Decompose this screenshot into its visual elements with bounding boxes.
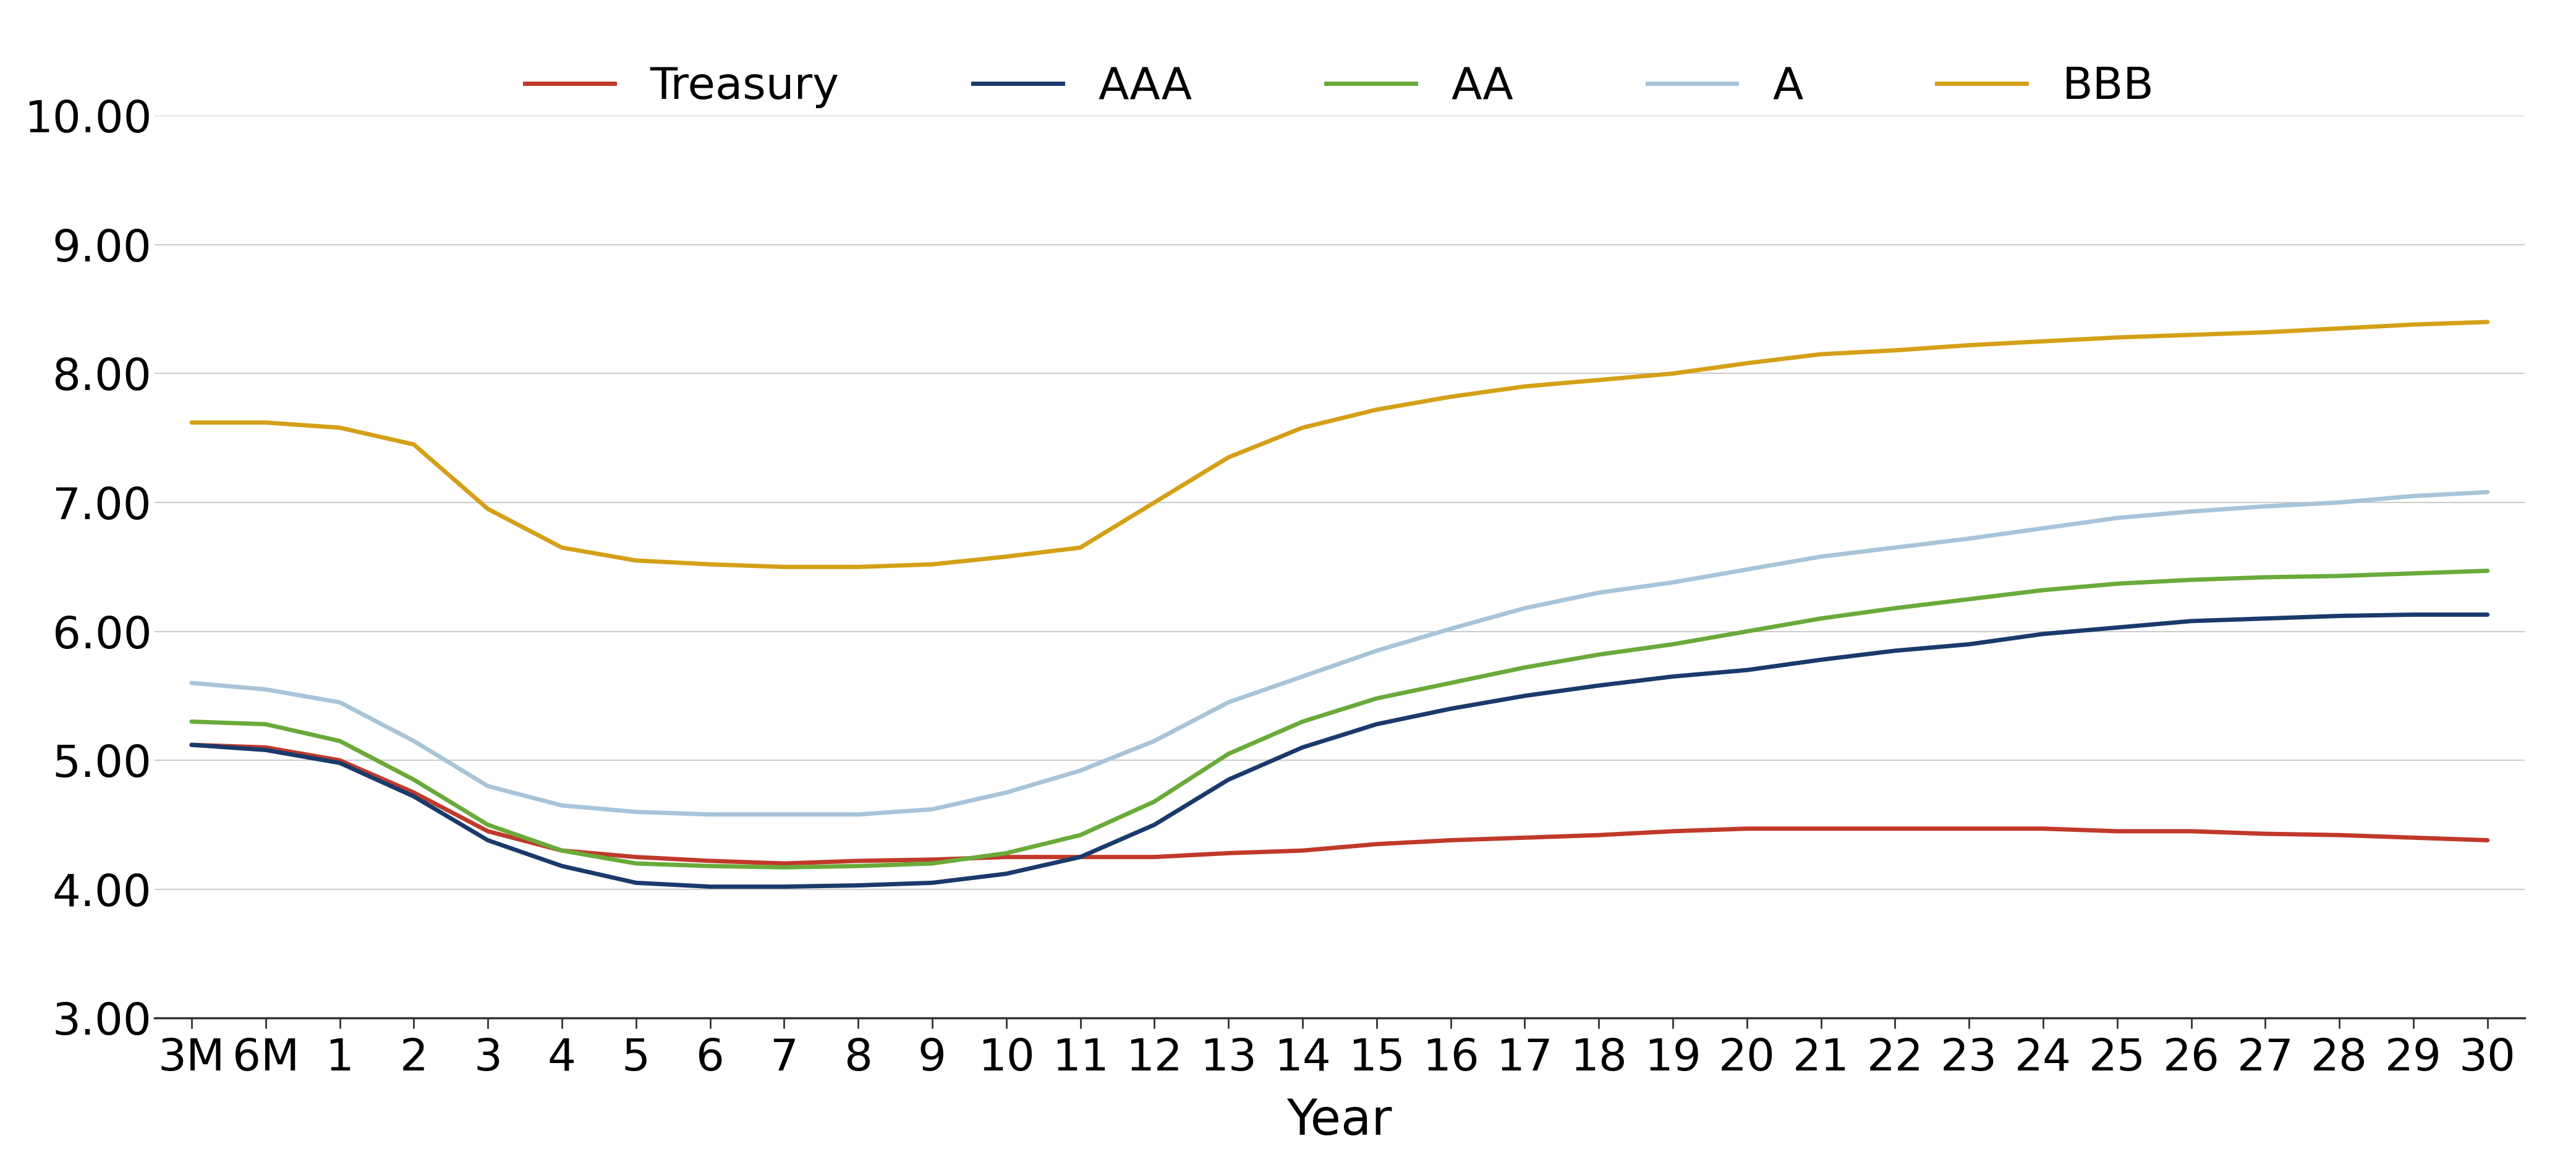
Legend: Treasury, AAA, AA, A, BBB: Treasury, AAA, AA, A, BBB — [507, 47, 2172, 126]
X-axis label: Year: Year — [1288, 1097, 1391, 1145]
